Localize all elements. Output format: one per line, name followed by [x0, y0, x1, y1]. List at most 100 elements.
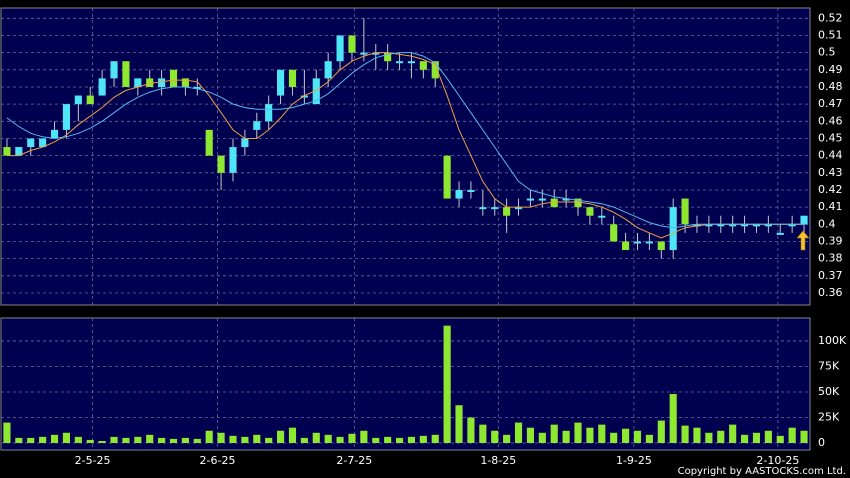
y2-tick-label: 25K: [818, 410, 840, 423]
y-tick-label: 0.38: [818, 252, 843, 265]
volume-bar: [50, 434, 59, 443]
candle-body: [443, 155, 451, 199]
candle-body: [193, 86, 201, 89]
candle-body: [336, 35, 344, 62]
candle-body: [134, 78, 142, 87]
volume-bar: [503, 434, 511, 443]
candle-body: [241, 138, 249, 148]
y-tick-label: 0.4: [818, 217, 836, 230]
volume-bar: [800, 430, 808, 443]
volume-bar: [74, 436, 82, 443]
volume-bar: [574, 422, 582, 443]
candle-body: [98, 78, 106, 96]
candle-body: [740, 224, 749, 227]
volume-bar: [348, 433, 356, 443]
volume-bar: [265, 437, 273, 443]
volume-bar: [62, 432, 71, 443]
volume-bar: [407, 436, 416, 443]
candle-body: [300, 95, 308, 98]
candle-body: [217, 155, 225, 173]
candle-body: [657, 241, 665, 251]
volume-bar: [633, 430, 642, 443]
volume-bar: [586, 427, 594, 443]
candle-body: [717, 224, 725, 227]
volume-bar: [169, 438, 178, 443]
candle-body: [169, 69, 178, 87]
volume-bar: [443, 325, 451, 443]
volume-bar: [479, 424, 487, 443]
candle-body: [253, 121, 261, 130]
volume-bar: [455, 405, 463, 443]
copyright: Copyright by AASTOCKS.com Ltd.: [678, 466, 846, 477]
y-tick-label: 0.44: [818, 149, 843, 162]
candle-body: [622, 241, 630, 251]
candle-body: [86, 95, 94, 105]
volume-bar: [324, 434, 332, 443]
candle-body: [681, 198, 689, 225]
volume-bar: [241, 436, 249, 443]
candle-body: [288, 69, 297, 87]
candle-body: [693, 224, 701, 227]
volume-bar: [776, 435, 784, 443]
candle-body: [419, 61, 427, 70]
volume-bar: [752, 432, 761, 443]
candle-body: [586, 207, 594, 216]
candle-body: [729, 224, 737, 227]
y-tick-label: 0.48: [818, 80, 843, 93]
candle-body: [503, 207, 511, 216]
volume-bar: [288, 427, 297, 443]
candle-body: [705, 224, 713, 227]
volume-bar: [205, 430, 213, 443]
moving-average-line: [6, 52, 805, 239]
volume-bar: [39, 436, 47, 443]
volume-bar: [550, 424, 558, 443]
y2-tick-label: 50K: [818, 385, 840, 398]
volume-bar: [122, 437, 130, 443]
y-tick-label: 0.43: [818, 166, 843, 179]
y2-tick-label: 100K: [818, 334, 847, 347]
candle-body: [50, 129, 59, 139]
candle-body: [633, 241, 642, 244]
candle-body: [598, 215, 606, 218]
candle-body: [764, 224, 772, 227]
volume-bar: [717, 430, 725, 443]
volume-bar: [431, 434, 439, 443]
price-panel: [0, 7, 811, 306]
volume-bar: [610, 432, 618, 443]
y-tick-label: 0.46: [818, 114, 843, 127]
candle-body: [312, 78, 320, 105]
volume-bar: [562, 430, 570, 443]
candle-body: [277, 69, 285, 96]
candle-body: [669, 207, 677, 251]
candle-body: [526, 198, 534, 201]
y2-tick-label: 75K: [818, 359, 840, 372]
volume-bar: [277, 430, 285, 443]
candle-body: [562, 198, 570, 201]
volume-bar: [491, 430, 499, 443]
volume-bar: [15, 437, 23, 443]
candle-body: [467, 189, 475, 192]
candle-body: [788, 224, 796, 227]
volume-bar: [622, 428, 630, 443]
candle-body: [491, 207, 499, 210]
volume-bar: [657, 420, 665, 443]
volume-bar: [312, 432, 320, 443]
volume-bar: [3, 422, 11, 443]
candle-body: [360, 52, 368, 55]
candle-body: [62, 104, 71, 130]
volume-bar: [229, 435, 237, 443]
volume-bar: [146, 434, 154, 443]
y-tick-label: 0.47: [818, 97, 843, 110]
volume-bar: [158, 437, 166, 443]
plot-layer: 0.36 0.37 0.38 0.39 0.4 0.41 0.42 0.43 0.44 0.45 0…: [1, 8, 847, 467]
volume-bar: [86, 439, 94, 443]
volume-bar: [729, 424, 737, 443]
x-tick-label: 2-10-25: [756, 454, 799, 467]
candle-body: [431, 61, 439, 79]
volume-bar: [193, 438, 201, 443]
x-tick-label: 2-5-25: [75, 454, 111, 467]
volume-bar: [645, 434, 653, 443]
y-tick-label: 0.52: [818, 11, 843, 24]
candle-body: [574, 198, 582, 208]
